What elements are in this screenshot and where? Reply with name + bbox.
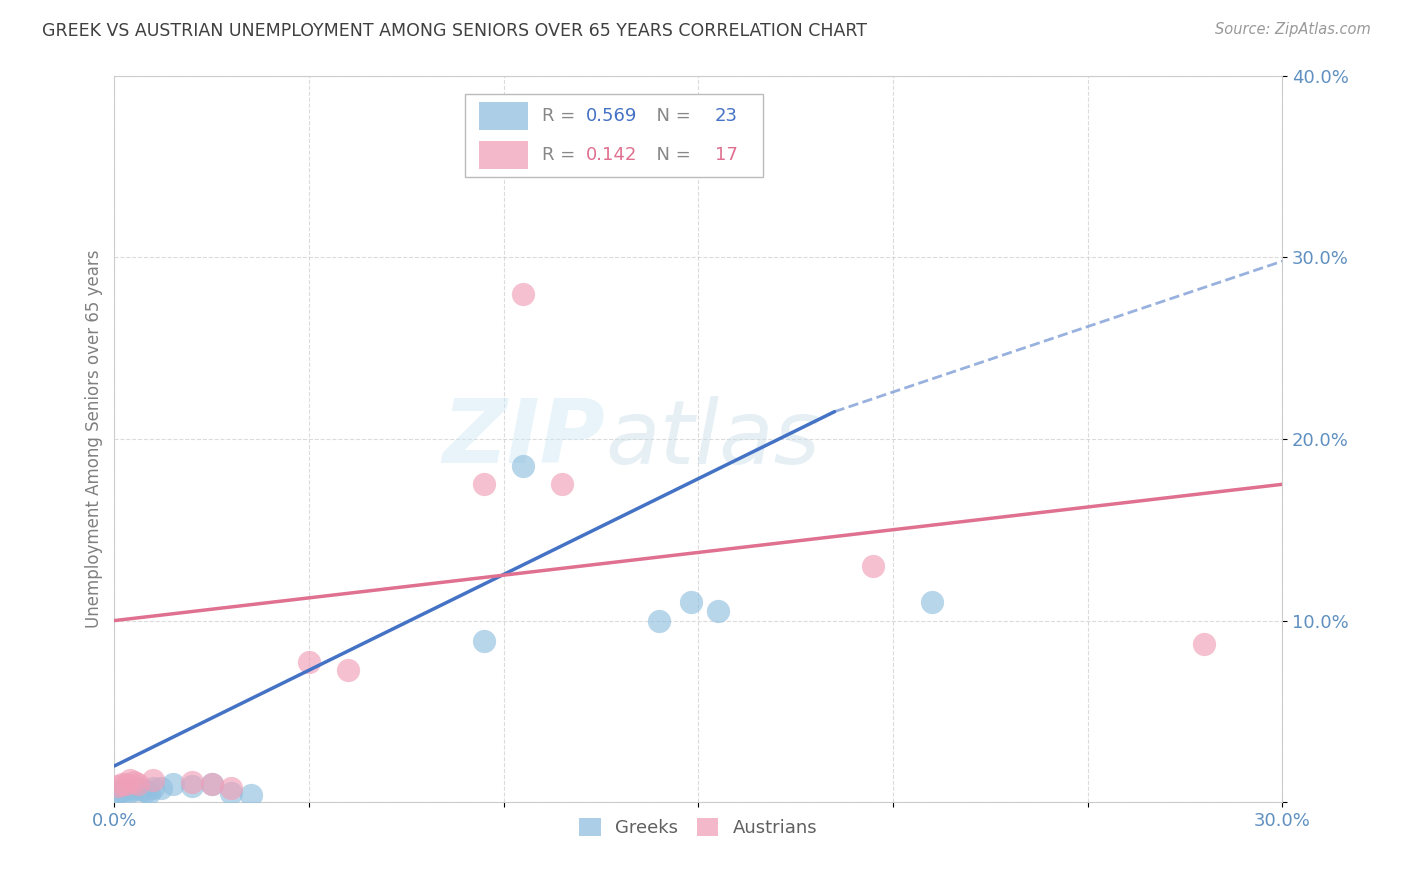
Point (472, 477, 495, 491)
Point (122, 782, 145, 797)
Point (131, 782, 153, 797)
Text: 17: 17 (714, 145, 738, 164)
Text: 0.142: 0.142 (586, 145, 637, 164)
FancyBboxPatch shape (465, 94, 762, 178)
Point (551, 477, 574, 491)
Point (862, 559, 884, 574)
Text: R =: R = (541, 107, 581, 125)
Point (127, 777, 149, 791)
Point (111, 784, 134, 798)
Point (707, 605, 730, 619)
Point (142, 773, 165, 788)
Point (472, 633, 495, 648)
Text: 0.569: 0.569 (586, 107, 637, 125)
Text: N =: N = (644, 145, 696, 164)
Point (127, 780, 149, 795)
Point (239, 788, 262, 802)
Point (336, 663, 359, 677)
Point (118, 784, 141, 798)
Point (115, 782, 138, 797)
Text: atlas: atlas (605, 396, 820, 482)
Point (181, 779, 204, 793)
Point (122, 775, 145, 789)
Point (219, 786, 242, 800)
Point (150, 780, 173, 795)
Point (181, 775, 204, 789)
Point (111, 777, 134, 791)
Text: ZIP: ZIP (441, 395, 605, 483)
Bar (479, 141, 527, 169)
Point (118, 773, 141, 788)
Text: R =: R = (541, 145, 581, 164)
Text: N =: N = (644, 107, 696, 125)
Point (115, 777, 138, 791)
Point (512, 459, 534, 474)
Point (1194, 637, 1216, 651)
Point (142, 780, 165, 795)
Point (648, 614, 671, 628)
Bar (479, 103, 527, 130)
Point (107, 786, 129, 800)
Legend: Greeks, Austrians: Greeks, Austrians (572, 810, 824, 844)
Y-axis label: Unemployment Among Seniors over 65 years: Unemployment Among Seniors over 65 years (86, 250, 103, 628)
Point (138, 786, 160, 800)
Point (107, 784, 129, 798)
Point (921, 595, 943, 609)
Point (201, 777, 224, 791)
Text: Source: ZipAtlas.com: Source: ZipAtlas.com (1215, 22, 1371, 37)
Point (679, 595, 702, 609)
Point (201, 777, 224, 791)
Text: GREEK VS AUSTRIAN UNEMPLOYMENT AMONG SENIORS OVER 65 YEARS CORRELATION CHART: GREEK VS AUSTRIAN UNEMPLOYMENT AMONG SEN… (42, 22, 868, 40)
Point (107, 779, 129, 793)
Text: 23: 23 (714, 107, 738, 125)
Point (512, 286, 534, 301)
Point (298, 656, 321, 670)
Point (135, 784, 157, 798)
Point (162, 777, 184, 791)
Point (219, 780, 242, 795)
